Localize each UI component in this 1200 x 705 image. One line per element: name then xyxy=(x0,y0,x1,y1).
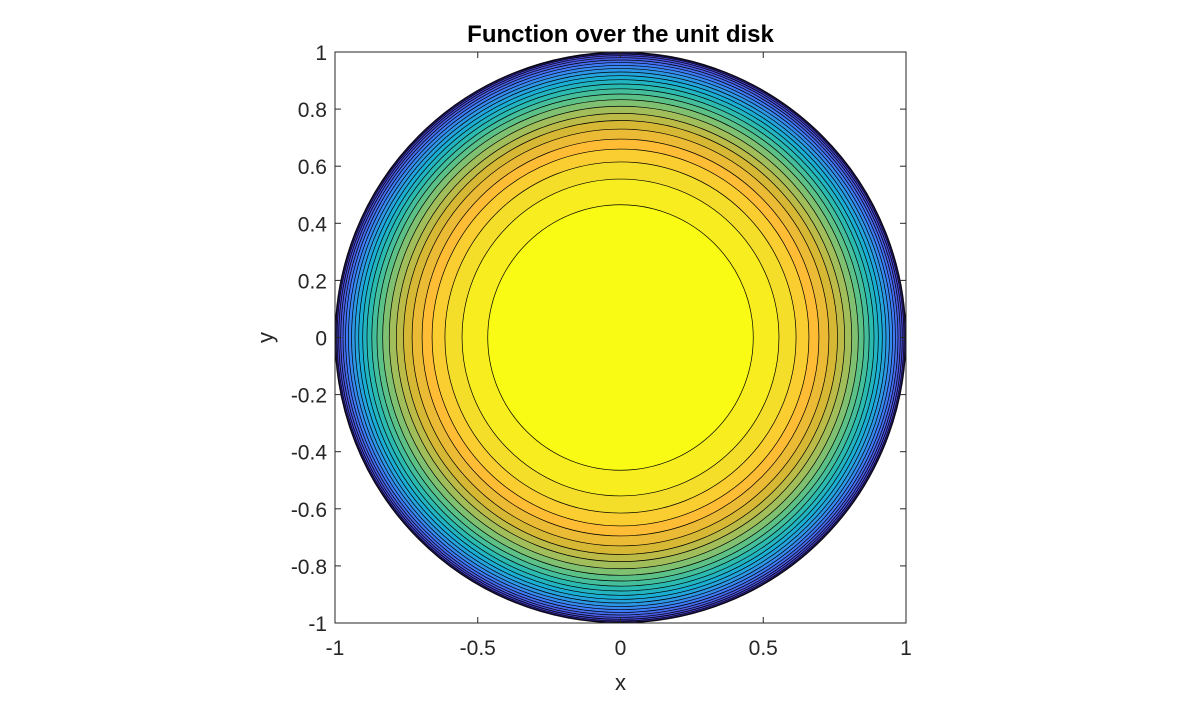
contour-line-12 xyxy=(366,83,875,592)
y-tick-label: -0.6 xyxy=(291,499,327,522)
contour-line-1 xyxy=(461,178,780,497)
y-tick-label: 0 xyxy=(315,328,327,351)
contour-line-5 xyxy=(411,128,830,547)
contour-line-11 xyxy=(371,88,870,587)
x-tick-label: -1 xyxy=(326,637,345,660)
y-tick-label: 0.6 xyxy=(298,156,327,179)
contour-line-0 xyxy=(487,204,754,471)
x-tick-label: 1 xyxy=(900,637,912,660)
contour-line-6 xyxy=(403,120,838,555)
contour-line-3 xyxy=(431,148,810,527)
x-tick-label: 0.5 xyxy=(749,637,778,660)
contour-line-18 xyxy=(345,62,896,613)
chart-title: Function over the unit disk xyxy=(467,21,774,48)
x-axis-label: x xyxy=(615,670,626,695)
y-tick-label: -0.8 xyxy=(291,556,327,579)
y-tick-label: -0.4 xyxy=(291,442,328,465)
y-axis-label: y xyxy=(253,332,278,343)
y-ticks: 1 0.8 0.6 0.4 0.2 0 -0.2 -0.4 -0.6 -0.8 -1 xyxy=(291,42,906,636)
y-tick-label: 0.2 xyxy=(298,270,327,293)
filled-contour-levels xyxy=(335,52,906,623)
contour-line-7 xyxy=(396,113,845,562)
contour-line-16 xyxy=(351,68,890,607)
y-tick-label: 0.4 xyxy=(298,213,328,236)
y-tick-label: -0.2 xyxy=(291,385,327,408)
contour-line-4 xyxy=(421,138,820,537)
contour-line-2 xyxy=(444,161,797,514)
contour-line-15 xyxy=(354,71,887,604)
x-tick-label: 0 xyxy=(615,637,627,660)
y-tick-label: 1 xyxy=(315,42,327,65)
x-ticks: -1 -0.5 0 0.5 1 xyxy=(326,52,912,660)
contour-line-9 xyxy=(382,99,859,576)
y-tick-label: 0.8 xyxy=(298,99,327,122)
contour-line-17 xyxy=(348,65,893,610)
y-tick-label: -1 xyxy=(308,613,327,636)
contour-line-14 xyxy=(358,75,883,600)
x-tick-label: -0.5 xyxy=(460,637,496,660)
contour-line-19 xyxy=(342,59,899,616)
contour-line-13 xyxy=(362,79,879,596)
contour-band-24 xyxy=(487,204,754,471)
contour-line-10 xyxy=(376,93,865,582)
contour-line-8 xyxy=(388,105,853,570)
